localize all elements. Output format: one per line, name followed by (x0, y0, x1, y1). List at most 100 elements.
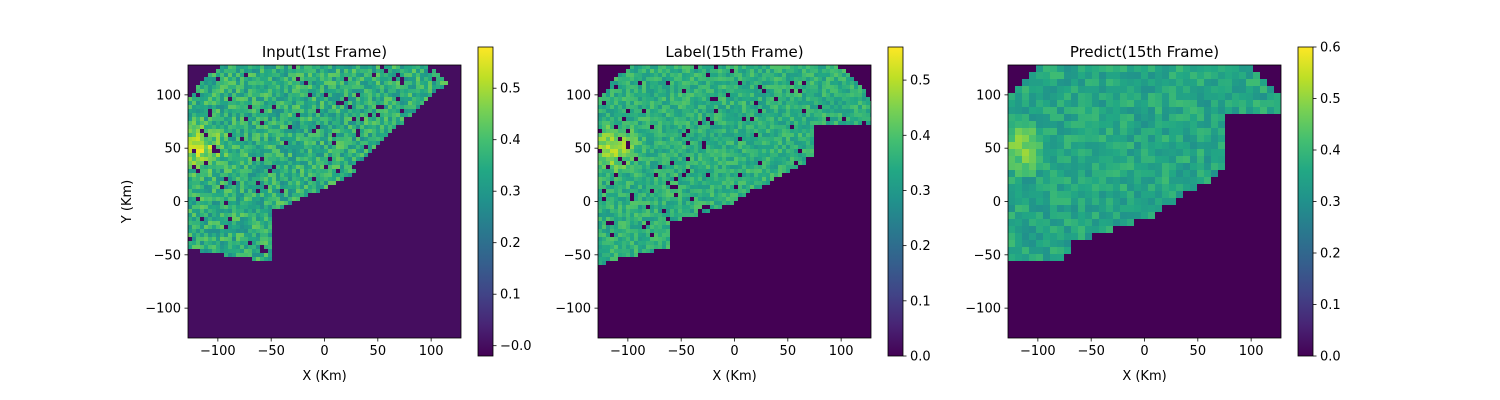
heatmap-cell (1106, 114, 1113, 121)
heatmap-cell (212, 129, 216, 133)
heatmap-cell (248, 249, 252, 253)
heatmap-cell (846, 97, 850, 101)
heatmap-cell (216, 157, 220, 161)
heatmap-cell (308, 121, 312, 125)
y-tick-label: 50 (574, 142, 591, 157)
heatmap-cell (364, 93, 368, 97)
heatmap-cell (260, 77, 264, 81)
heatmap-cell (1078, 114, 1085, 121)
heatmap-cell (252, 85, 256, 89)
heatmap-cell (730, 65, 734, 69)
heatmap-cell (662, 173, 666, 177)
heatmap-cell (1050, 65, 1057, 72)
heatmap-cell (1155, 156, 1162, 163)
heatmap-cell (348, 121, 352, 125)
heatmap-cell (216, 213, 220, 217)
heatmap-cell (256, 213, 260, 217)
heatmap-cell (634, 209, 638, 213)
heatmap-cell (718, 205, 722, 209)
heatmap-cell (436, 77, 440, 81)
heatmap-cell (742, 157, 746, 161)
heatmap-cell (742, 153, 746, 157)
heatmap-cell (606, 93, 610, 97)
heatmap-cell (364, 141, 368, 145)
heatmap-cell (228, 173, 232, 177)
heatmap-cell (638, 161, 642, 165)
heatmap-cell (1127, 72, 1134, 79)
heatmap-cell (416, 93, 420, 97)
heatmap-cell (638, 193, 642, 197)
heatmap-cell (1260, 86, 1267, 93)
heatmap-cell (714, 81, 718, 85)
heatmap-cell (220, 225, 224, 229)
heatmap-cell (642, 133, 646, 137)
heatmap-cell (734, 129, 738, 133)
heatmap-cell (260, 173, 264, 177)
heatmap-cell (296, 129, 300, 133)
heatmap-cell (264, 85, 268, 89)
heatmap-cell (778, 125, 782, 129)
heatmap-cell (356, 145, 360, 149)
heatmap-cell (376, 141, 380, 145)
heatmap-cell (710, 193, 714, 197)
heatmap-cell (196, 217, 200, 221)
heatmap-cell (220, 137, 224, 141)
heatmap-cell (232, 197, 236, 201)
heatmap-cell (1232, 93, 1239, 100)
heatmap-cell (658, 149, 662, 153)
heatmap-cell (714, 113, 718, 117)
heatmap-cell (244, 253, 248, 257)
heatmap-cell (224, 193, 228, 197)
heatmap-cell (240, 145, 244, 149)
heatmap-cell (622, 137, 626, 141)
heatmap-cell (252, 101, 256, 105)
heatmap-cell (722, 85, 726, 89)
heatmap-cell (376, 85, 380, 89)
heatmap-cell (754, 129, 758, 133)
heatmap-cell (288, 137, 292, 141)
heatmap-cell (212, 233, 216, 237)
heatmap-cell (662, 113, 666, 117)
heatmap-cell (1141, 93, 1148, 100)
heatmap-cell (850, 97, 854, 101)
heatmap-cell (268, 225, 272, 229)
heatmap-cell (296, 185, 300, 189)
heatmap-cell (630, 141, 634, 145)
heatmap-cell (634, 81, 638, 85)
heatmap-cell (1204, 65, 1211, 72)
heatmap-cell (1085, 149, 1092, 156)
heatmap-cell (738, 169, 742, 173)
heatmap-cell (208, 133, 212, 137)
heatmap-cell (248, 213, 252, 217)
heatmap-cell (1043, 219, 1050, 226)
heatmap-cell (1015, 226, 1022, 233)
heatmap-cell (666, 245, 670, 249)
heatmap-cell (646, 113, 650, 117)
heatmap-cell (618, 109, 622, 113)
heatmap-cell (1050, 254, 1057, 261)
heatmap-cell (1141, 205, 1148, 212)
heatmap-cell (1204, 79, 1211, 86)
heatmap-cell (682, 73, 686, 77)
heatmap-cell (412, 85, 416, 89)
heatmap-cell (1190, 86, 1197, 93)
heatmap-cell (674, 165, 678, 169)
heatmap-cell (368, 93, 372, 97)
heatmap-cell (598, 249, 602, 253)
heatmap-cell (376, 73, 380, 77)
heatmap-cell (192, 245, 196, 249)
heatmap-cell (630, 93, 634, 97)
heatmap-cell (1050, 100, 1057, 107)
heatmap-cell (260, 185, 264, 189)
heatmap-cell (810, 141, 814, 145)
colorbar-tick-label: 0.5 (500, 82, 521, 97)
heatmap-cell (360, 81, 364, 85)
heatmap-cell (336, 65, 340, 69)
heatmap-cell (264, 165, 268, 169)
heatmap-cell (1176, 149, 1183, 156)
heatmap-cell (280, 93, 284, 97)
heatmap-cell (324, 145, 328, 149)
heatmap-cell (650, 197, 654, 201)
heatmap-cell (1092, 149, 1099, 156)
heatmap-cell (806, 81, 810, 85)
